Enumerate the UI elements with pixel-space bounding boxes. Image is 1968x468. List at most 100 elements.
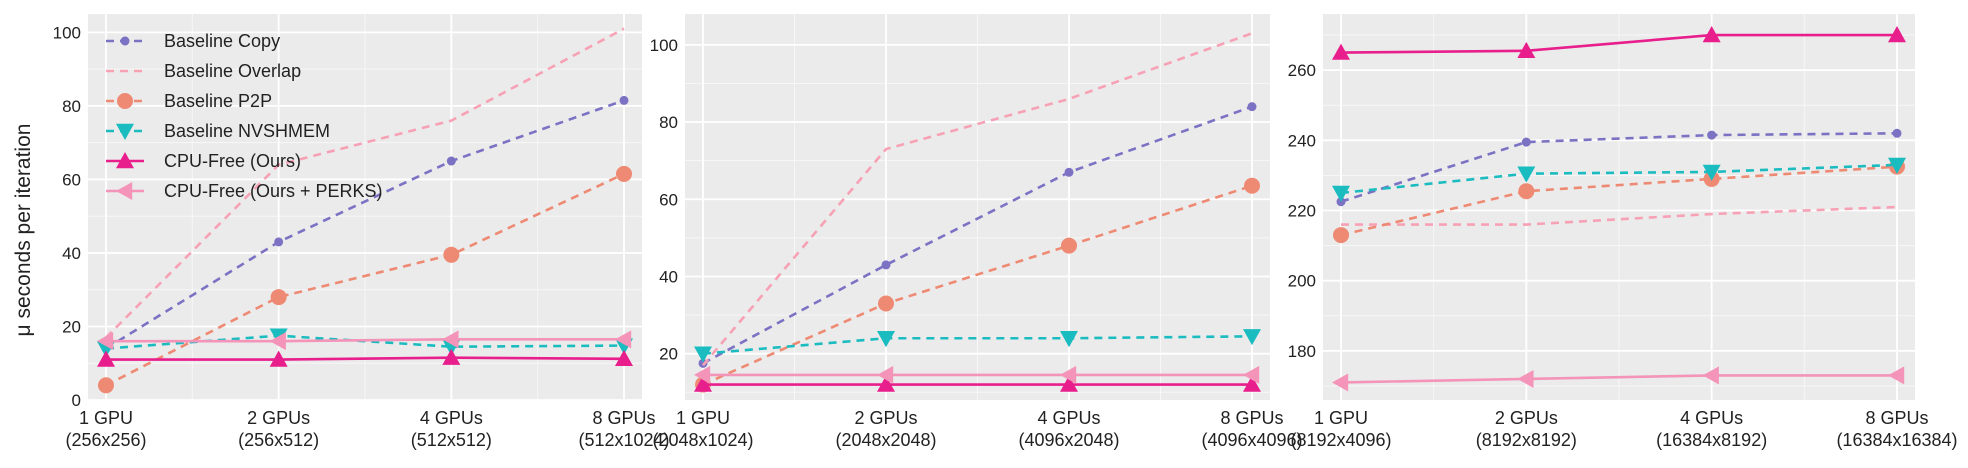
- series-cpu-free-ours-perks: [694, 365, 1260, 384]
- y-tick-label: 60: [62, 170, 81, 189]
- data-point: [446, 156, 456, 166]
- legend: Baseline Copy Baseline Overlap Baseline P2…: [106, 31, 383, 201]
- data-point: [442, 330, 459, 349]
- chart-panel-1: 0 20 40 60 80 100 1 GPU (256x256) 2 GPUs (256x512…: [53, 14, 670, 450]
- series-line: [702, 335, 1253, 355]
- data-point: [269, 350, 288, 367]
- data-point: [1332, 373, 1349, 392]
- charts: 0 20 40 60 80 100 1 GPU (256x256) 2 GPUs (256x512…: [53, 14, 1958, 450]
- legend-item-cpu-free-ours-perks: CPU-Free (Ours + PERKS): [106, 181, 383, 201]
- y-tick-label: 20: [659, 345, 678, 364]
- x-tick-label: 2 GPUs (2048x2048): [835, 408, 936, 450]
- y-tick-label: 80: [62, 97, 81, 116]
- data-point: [1702, 26, 1721, 43]
- legend-marker: [117, 93, 133, 109]
- legend-marker: [116, 123, 134, 140]
- data-point: [1244, 177, 1260, 194]
- series-line: [106, 356, 625, 361]
- legend-item-baseline-p2p: Baseline P2P: [106, 91, 272, 111]
- data-point: [1517, 41, 1536, 59]
- series-cpu-free-ours-perks: [1332, 366, 1905, 392]
- legend-item-baseline-nvshmem: Baseline NVSHMEM: [106, 121, 330, 141]
- y-tick-label: 260: [1288, 61, 1316, 80]
- x-tick-label: 2 GPUs (256x512): [238, 408, 319, 450]
- legend-item-baseline-copy: Baseline Copy: [106, 31, 280, 51]
- data-point: [616, 165, 632, 182]
- series-line: [105, 99, 625, 350]
- data-point: [1061, 237, 1077, 254]
- series-cpu-free-ours: [1332, 26, 1906, 60]
- legend-label: Baseline NVSHMEM: [164, 121, 330, 141]
- y-tick-label: 220: [1288, 202, 1316, 221]
- series-line: [1340, 163, 1898, 195]
- data-point: [1060, 331, 1078, 348]
- x-tick-label: 2 GPUs (8192x8192): [1476, 408, 1577, 450]
- x-tick-label: 4 GPUs (4096x2048): [1018, 408, 1119, 450]
- series-line: [702, 184, 1253, 386]
- series-cpu-free-ours: [97, 348, 633, 367]
- series-baseline-overlap: [105, 27, 625, 339]
- legend-label: CPU-Free (Ours + PERKS): [164, 181, 383, 201]
- series-cpu-free-ours-perks: [97, 330, 632, 351]
- x-tick-label: 1 GPU (256x256): [65, 408, 146, 450]
- data-point: [1517, 369, 1534, 388]
- y-tick-label: 100: [650, 36, 678, 55]
- y-tick-label: 60: [659, 190, 678, 209]
- data-point: [1888, 157, 1906, 174]
- series-baseline-overlap: [1341, 205, 1898, 226]
- y-tick-label: 240: [1288, 131, 1316, 150]
- y-tick-label: 0: [72, 391, 81, 410]
- x-tick-label: 1 GPU (8192x4096): [1290, 408, 1391, 450]
- series-line: [1340, 33, 1897, 54]
- data-point: [98, 377, 114, 394]
- data-point: [1064, 167, 1074, 177]
- data-point: [97, 332, 114, 351]
- legend-label: Baseline Overlap: [164, 61, 301, 81]
- y-tick-label: 200: [1288, 272, 1316, 291]
- series-cpu-free-ours: [694, 375, 1261, 392]
- data-point: [615, 330, 632, 349]
- data-point: [1888, 26, 1906, 43]
- data-point: [694, 375, 712, 392]
- data-point: [1060, 375, 1078, 392]
- chart-panel-3: 180 200 220 240 260 1 GPU (8192x4096) 2 GPUs (81…: [1288, 14, 1958, 450]
- series-line: [702, 32, 1253, 367]
- y-tick-label: 80: [659, 113, 678, 132]
- y-tick-label: 40: [62, 244, 81, 263]
- series-line: [106, 338, 624, 343]
- data-point: [1521, 137, 1531, 147]
- data-point: [274, 237, 284, 247]
- data-point: [1333, 227, 1349, 244]
- data-point: [1247, 102, 1257, 112]
- data-point: [1892, 128, 1902, 138]
- x-tick-label: 8 GPUs (4096x4096): [1201, 408, 1302, 450]
- series-line: [1341, 205, 1898, 226]
- legend-item-cpu-free-ours: CPU-Free (Ours): [106, 151, 301, 171]
- legend-marker: [116, 152, 134, 169]
- data-point: [694, 365, 711, 384]
- series-baseline-overlap: [702, 32, 1253, 367]
- data-point: [442, 348, 461, 365]
- legend-marker: [116, 182, 133, 200]
- data-point: [877, 331, 895, 348]
- chart-panel-2: 20 40 60 80 100 1 GPU (2048x1024) 2 GPUs (2048x2…: [650, 14, 1303, 450]
- series-baseline-p2p: [98, 165, 632, 394]
- series-baseline-nvshmem: [694, 329, 1261, 363]
- series-line: [1340, 165, 1898, 237]
- y-tick-label: 100: [53, 23, 81, 42]
- x-tick-label: 1 GPU (2048x1024): [652, 408, 753, 450]
- data-point: [1702, 366, 1719, 385]
- legend-marker: [120, 36, 130, 46]
- series-line: [105, 172, 625, 387]
- series-line: [1340, 374, 1897, 384]
- y-tick-label: 20: [62, 317, 81, 336]
- data-point: [877, 375, 895, 392]
- data-point: [1243, 375, 1261, 392]
- series-baseline-copy: [698, 102, 1257, 368]
- legend-item-baseline-overlap: Baseline Overlap: [106, 61, 301, 81]
- data-point: [1888, 366, 1905, 385]
- data-point: [1243, 329, 1261, 346]
- data-point: [694, 346, 712, 363]
- legend-label: Baseline P2P: [164, 91, 272, 111]
